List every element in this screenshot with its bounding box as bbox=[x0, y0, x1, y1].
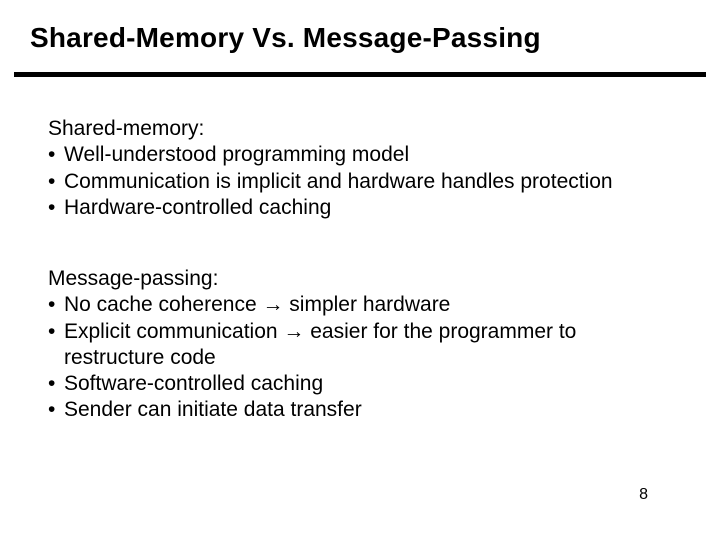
bullet-text: Software-controlled caching bbox=[64, 371, 680, 397]
bullet-text: Sender can initiate data transfer bbox=[64, 397, 680, 423]
bullet-item: • Software-controlled caching bbox=[48, 371, 680, 397]
bullet-text: Hardware-controlled caching bbox=[64, 195, 680, 221]
page-number: 8 bbox=[639, 486, 648, 504]
bullet-text: Communication is implicit and hardware h… bbox=[64, 169, 680, 195]
section-heading: Shared-memory: bbox=[48, 116, 680, 142]
text-fragment: easier for the programmer to bbox=[304, 320, 576, 343]
bullet-text: Explicit communication → easier for the … bbox=[64, 319, 680, 345]
bullet-item: • Well-understood programming model bbox=[48, 142, 680, 168]
bullet-icon: • bbox=[48, 292, 64, 318]
bullet-icon: • bbox=[48, 319, 64, 345]
bullet-continuation: restructure code bbox=[48, 345, 680, 371]
bullet-icon: • bbox=[48, 397, 64, 423]
bullet-item: • Sender can initiate data transfer bbox=[48, 397, 680, 423]
bullet-icon: • bbox=[48, 169, 64, 195]
text-fragment: simpler hardware bbox=[283, 293, 450, 316]
bullet-item: • No cache coherence → simpler hardware bbox=[48, 292, 680, 318]
bullet-item: • Communication is implicit and hardware… bbox=[48, 169, 680, 195]
bullet-icon: • bbox=[48, 371, 64, 397]
arrow-icon: → bbox=[262, 293, 283, 316]
text-fragment: No cache coherence bbox=[64, 293, 262, 316]
slide-title: Shared-Memory Vs. Message-Passing bbox=[30, 22, 541, 54]
bullet-icon: • bbox=[48, 142, 64, 168]
section-message-passing: Message-passing: • No cache coherence → … bbox=[48, 266, 680, 424]
arrow-icon: → bbox=[283, 320, 304, 343]
bullet-item: • Hardware-controlled caching bbox=[48, 195, 680, 221]
section-heading: Message-passing: bbox=[48, 266, 680, 292]
title-underline bbox=[14, 72, 706, 77]
slide: { "title": "Shared-Memory Vs. Message-Pa… bbox=[0, 0, 720, 540]
bullet-item: • Explicit communication → easier for th… bbox=[48, 319, 680, 345]
text-fragment: Explicit communication bbox=[64, 320, 283, 343]
bullet-icon: • bbox=[48, 195, 64, 221]
bullet-text: Well-understood programming model bbox=[64, 142, 680, 168]
section-shared-memory: Shared-memory: • Well-understood program… bbox=[48, 116, 680, 221]
bullet-text: No cache coherence → simpler hardware bbox=[64, 292, 680, 318]
